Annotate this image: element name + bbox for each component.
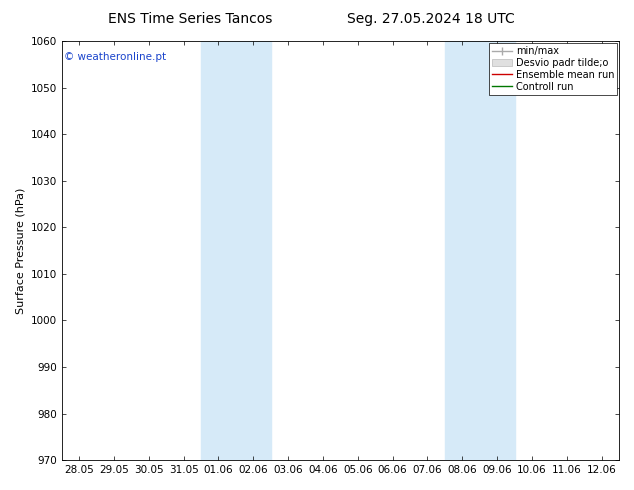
Text: Seg. 27.05.2024 18 UTC: Seg. 27.05.2024 18 UTC	[347, 12, 515, 26]
Bar	[201, 41, 271, 460]
Y-axis label: Surface Pressure (hPa): Surface Pressure (hPa)	[15, 187, 25, 314]
Bar	[445, 41, 515, 460]
Legend: min/max, Desvio padr tilde;o, Ensemble mean run, Controll run: min/max, Desvio padr tilde;o, Ensemble m…	[489, 43, 617, 95]
Text: © weatheronline.pt: © weatheronline.pt	[65, 51, 167, 62]
Text: ENS Time Series Tancos: ENS Time Series Tancos	[108, 12, 273, 26]
